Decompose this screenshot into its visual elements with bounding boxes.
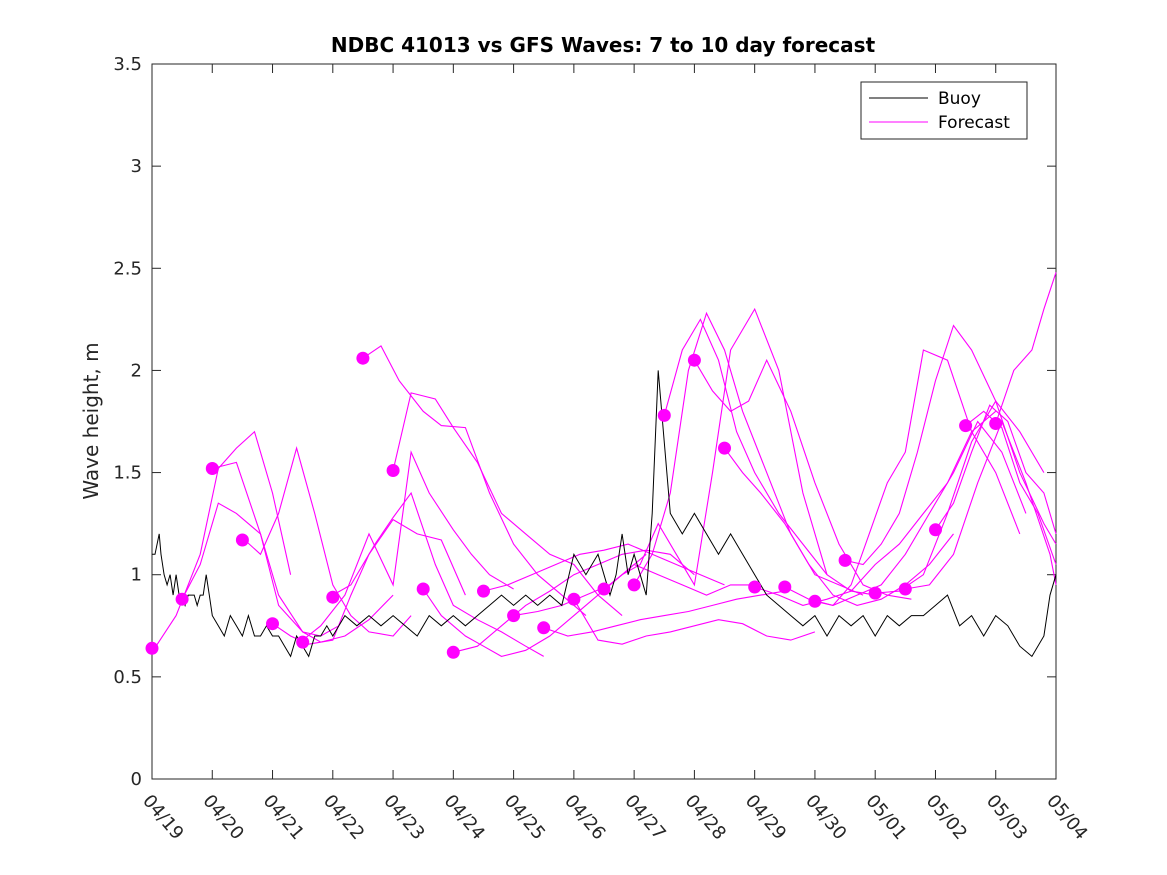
forecast-marker	[567, 592, 581, 606]
x-tick-label: 04/29	[741, 791, 790, 844]
forecast-marker	[235, 533, 249, 547]
y-axis-label: Wave height, m	[79, 342, 103, 499]
forecast-marker	[266, 617, 279, 631]
y-tick-label: 3	[131, 156, 142, 177]
forecast-marker	[898, 582, 912, 596]
forecast-markers	[145, 351, 1003, 659]
forecast-series-line	[513, 563, 755, 617]
y-tick-label: 1	[131, 565, 142, 586]
forecast-marker	[929, 523, 942, 537]
forecast-marker	[597, 582, 611, 596]
x-tick-label: 04/30	[801, 791, 850, 844]
forecast-marker	[145, 641, 159, 655]
y-tick-label: 3.5	[113, 54, 142, 75]
y-tick-label: 0	[131, 769, 142, 790]
y-tick-label: 2	[131, 360, 142, 381]
x-tick-label: 05/02	[922, 791, 971, 844]
forecast-marker	[296, 635, 310, 649]
forecast-series-line	[242, 446, 412, 637]
forecast-series-line	[724, 447, 954, 606]
forecast-marker	[657, 408, 671, 422]
legend-forecast-label: Forecast	[938, 113, 1010, 133]
x-tick-label: 04/27	[620, 791, 669, 844]
x-tick-label: 04/28	[681, 791, 730, 844]
forecast-series-line	[302, 450, 514, 641]
forecast-marker	[205, 462, 219, 475]
forecast-series-line	[995, 272, 1057, 424]
buoy-line	[152, 370, 1057, 658]
x-tick-label: 05/01	[861, 791, 910, 844]
forecast-series-line	[573, 598, 816, 645]
y-axis: 0 0.5 1 1.5 2 2.5 3 3.5	[113, 54, 1056, 790]
forecast-marker	[477, 584, 490, 598]
forecast-series-line	[965, 410, 1057, 565]
x-tick-label: 04/21	[259, 791, 308, 844]
forecast-series-line	[453, 549, 695, 653]
forecast-marker	[808, 594, 822, 608]
forecast-marker	[386, 464, 400, 477]
forecast-marker	[748, 580, 762, 594]
x-tick-label: 04/23	[379, 791, 428, 844]
forecast-marker	[778, 580, 792, 594]
forecast-marker	[718, 441, 731, 455]
forecast-series-line	[814, 349, 1021, 607]
forecast-marker	[356, 351, 370, 365]
forecast-marker	[838, 553, 852, 567]
y-tick-label: 1.5	[113, 463, 142, 484]
y-tick-label: 2.5	[113, 258, 142, 279]
forecast-series-line	[663, 318, 876, 596]
x-tick-label: 04/20	[198, 791, 247, 844]
forecast-marker	[959, 419, 973, 433]
x-tick-label: 04/25	[500, 791, 549, 844]
forecast-series-line	[332, 491, 544, 657]
forecast-marker	[446, 645, 460, 659]
forecast-series-line	[844, 324, 1045, 566]
legend: Buoy Forecast	[860, 81, 1028, 140]
forecast-series-line	[905, 419, 1057, 590]
forecast-marker	[868, 586, 882, 600]
forecast-marker	[687, 353, 701, 367]
forecast-series-line	[362, 345, 587, 617]
forecast-series-line	[754, 410, 997, 606]
buoy-series-line	[152, 370, 1057, 658]
forecast-series-line	[543, 590, 785, 637]
forecast-series-line	[392, 392, 623, 617]
forecast-marker	[507, 609, 521, 623]
forecast-marker	[627, 578, 641, 592]
forecast-marker	[537, 621, 551, 635]
x-tick-label: 05/04	[1042, 791, 1091, 844]
x-tick-label: 04/26	[560, 791, 609, 844]
plot-area	[151, 63, 1057, 780]
x-tick-label: 04/19	[138, 791, 187, 844]
x-tick-label: 04/22	[319, 791, 368, 844]
x-tick-label: 04/24	[440, 791, 489, 844]
y-tick-label: 0.5	[113, 667, 142, 688]
chart-title: NDBC 41013 vs GFS Waves: 7 to 10 day for…	[331, 33, 876, 57]
legend-box	[860, 81, 1028, 140]
legend-buoy-label: Buoy	[938, 89, 981, 109]
forecast-marker	[175, 592, 189, 606]
x-tick-label: 05/03	[982, 791, 1031, 844]
forecast-marker	[326, 590, 340, 604]
forecast-marker	[989, 417, 1003, 430]
forecast-marker	[416, 582, 430, 596]
